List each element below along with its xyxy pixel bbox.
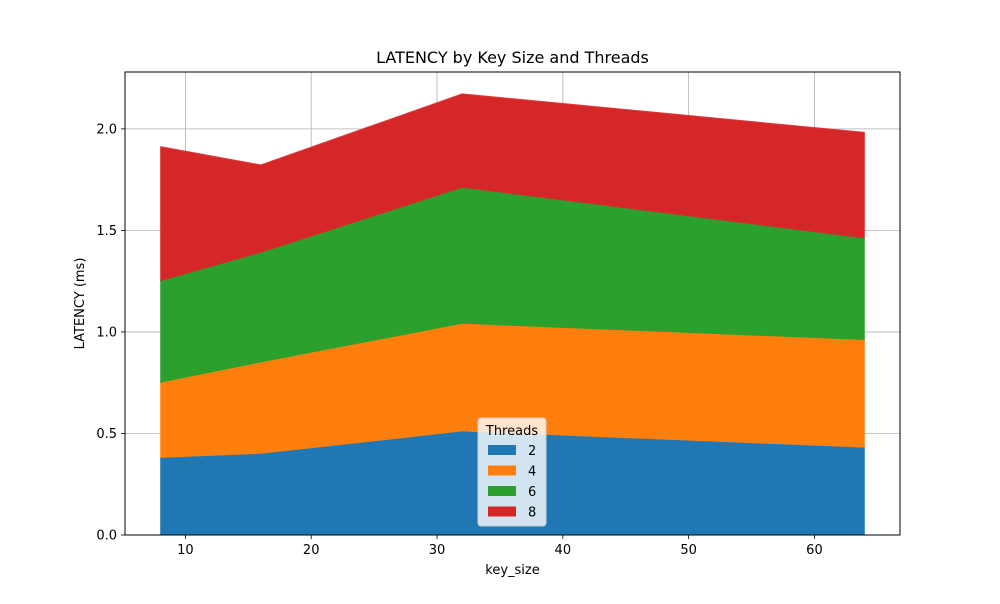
legend-label-4: 4 (528, 465, 536, 480)
y-tick-label: 0.0 (96, 529, 117, 544)
plot-frame (124, 71, 901, 536)
legend: Threads 2 4 6 8 (477, 417, 547, 527)
x-axis-label: key_size (485, 563, 539, 578)
x-tick-label: 10 (177, 543, 194, 558)
legend-label-8: 8 (528, 506, 536, 521)
y-tick-label: 1.0 (96, 325, 117, 340)
x-tick-label: 30 (429, 543, 446, 558)
x-tick-label: 20 (303, 543, 320, 558)
x-tick-label: 50 (680, 543, 697, 558)
legend-swatch-6 (488, 486, 516, 496)
area-edge-8 (160, 93, 865, 167)
x-tick-label: 40 (555, 543, 572, 558)
y-tick-label: 0.5 (96, 427, 117, 442)
chart-title: LATENCY by Key Size and Threads (376, 48, 649, 67)
y-tick-label: 2.0 (96, 122, 117, 137)
y-axis-label: LATENCY (ms) (73, 258, 88, 350)
legend-swatch-2 (488, 445, 516, 455)
area-series-4 (160, 323, 865, 458)
legend-label-2: 2 (528, 444, 536, 459)
axes: 10 20 30 40 50 60 0.0 0.5 1.0 1.5 2.0 (96, 71, 901, 558)
area-series-8 (160, 94, 865, 282)
legend-label-6: 6 (528, 485, 536, 500)
legend-swatch-4 (488, 465, 516, 476)
x-tick-label: 60 (806, 543, 823, 558)
legend-title: Threads (485, 424, 538, 439)
area-series-6 (160, 187, 865, 383)
legend-swatch-8 (488, 506, 516, 517)
y-tick-label: 1.5 (96, 224, 117, 239)
